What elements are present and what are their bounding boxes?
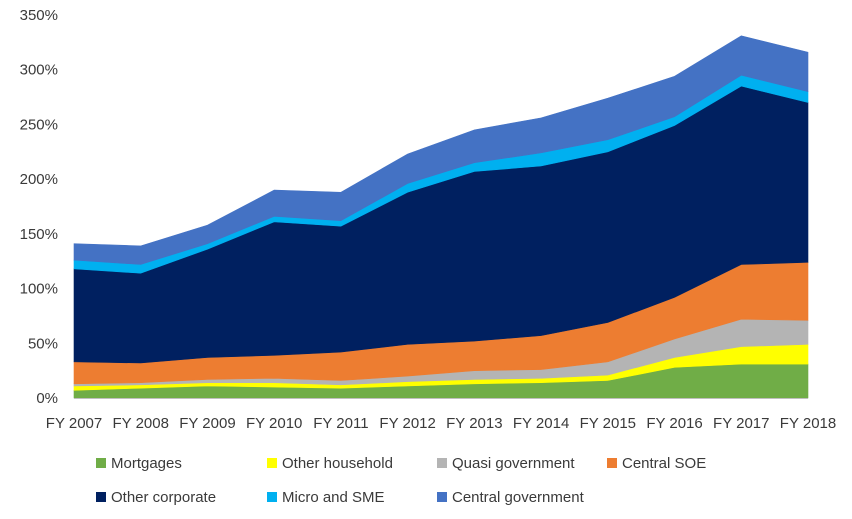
legend-item-mortgages: Mortgages <box>96 455 182 472</box>
y-tick-label: 0% <box>36 390 58 407</box>
x-tick-label: FY 2011 <box>313 415 368 432</box>
legend-swatch <box>267 492 277 502</box>
legend-item-quasi-government: Quasi government <box>437 455 575 472</box>
legend-swatch <box>96 492 106 502</box>
x-tick-label: FY 2016 <box>646 415 702 432</box>
legend-label: Quasi government <box>452 455 575 472</box>
x-tick-label: FY 2013 <box>446 415 502 432</box>
y-tick-label: 150% <box>20 226 58 243</box>
legend-swatch <box>437 458 447 468</box>
legend-label: Mortgages <box>111 455 182 472</box>
legend-swatch <box>607 458 617 468</box>
y-tick-label: 250% <box>20 116 58 133</box>
x-tick-label: FY 2012 <box>379 415 435 432</box>
y-tick-label: 200% <box>20 171 58 188</box>
area-central-government <box>73 35 809 265</box>
legend-label: Central government <box>452 489 585 506</box>
x-tick-label: FY 2018 <box>780 415 836 432</box>
axes: 0% 50% 100% 150% 200% 250% 300% 350% FY 2007 FY 2… <box>20 7 837 432</box>
x-tick-label: FY 2008 <box>113 415 169 432</box>
legend-item-central-government: Central government <box>437 489 585 506</box>
legend-label: Other corporate <box>111 489 216 506</box>
legend-label: Central SOE <box>622 455 706 472</box>
x-tick-label: FY 2007 <box>46 415 102 432</box>
legend-item-micro-and-sme: Micro and SME <box>267 489 385 506</box>
legend-swatch <box>437 492 447 502</box>
legend-label: Other household <box>282 455 393 472</box>
legend-item-central-soe: Central SOE <box>607 455 706 472</box>
legend: Mortgages Other household Quasi government… <box>96 455 706 506</box>
x-tick-label: FY 2010 <box>246 415 302 432</box>
x-tick-label: FY 2009 <box>179 415 235 432</box>
legend-label: Micro and SME <box>282 489 385 506</box>
legend-item-other-household: Other household <box>267 455 393 472</box>
y-tick-label: 100% <box>20 281 58 298</box>
x-tick-label: FY 2017 <box>713 415 769 432</box>
legend-swatch <box>267 458 277 468</box>
x-tick-label: FY 2015 <box>580 415 636 432</box>
y-tick-label: 350% <box>20 7 58 24</box>
x-tick-label: FY 2014 <box>513 415 569 432</box>
series-areas <box>73 35 809 399</box>
legend-item-other-corporate: Other corporate <box>96 489 216 506</box>
legend-swatch <box>96 458 106 468</box>
y-tick-label: 300% <box>20 62 58 79</box>
y-tick-label: 50% <box>28 335 58 352</box>
